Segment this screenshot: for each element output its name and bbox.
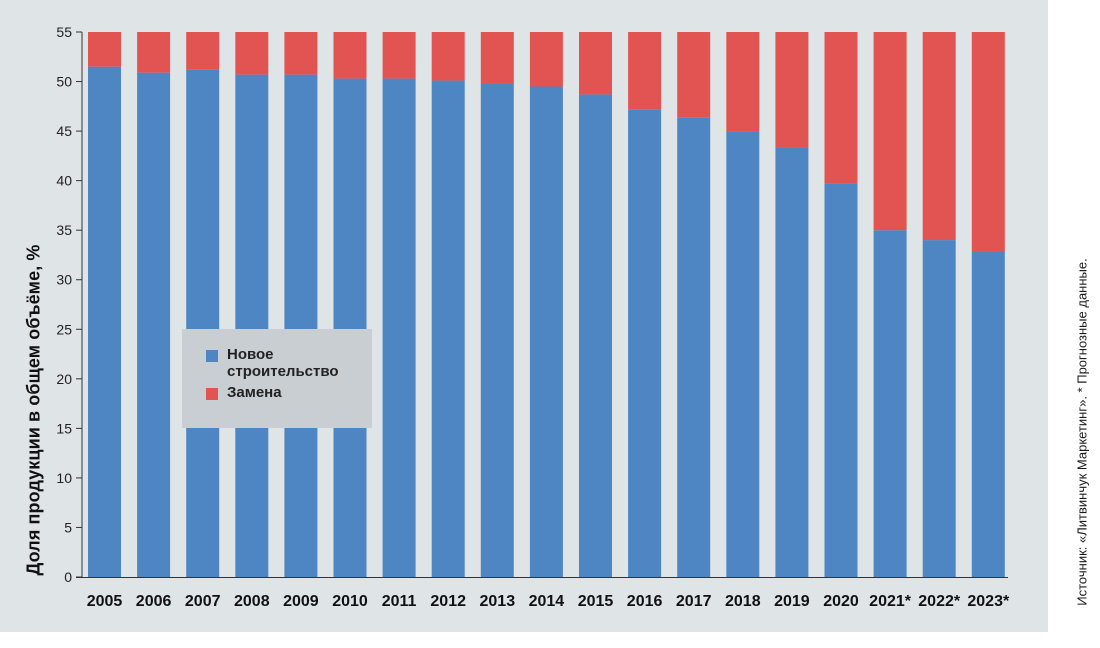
x-tick-label: 2021* xyxy=(869,593,912,610)
x-tick-label: 2007 xyxy=(185,593,221,610)
bar-new-construction xyxy=(824,183,858,578)
legend-swatch-replace xyxy=(206,388,218,400)
x-tick-label: 2009 xyxy=(283,593,319,610)
bar-replacement xyxy=(873,32,907,231)
bar-replacement xyxy=(579,32,612,95)
y-tick-label: 25 xyxy=(56,321,72,337)
y-tick-label: 0 xyxy=(64,569,72,585)
bar-new-construction xyxy=(431,80,465,578)
x-tick-label: 2008 xyxy=(234,593,270,610)
chart-panel xyxy=(0,0,1048,632)
bar-new-construction xyxy=(628,109,662,578)
x-tick-label: 2019 xyxy=(774,593,810,610)
x-tick-label: 2016 xyxy=(627,593,663,610)
legend-item-new: Новое строительство xyxy=(206,346,372,380)
bar-new-construction xyxy=(922,240,956,577)
bar-replacement xyxy=(284,32,318,75)
axes-group: 0 5 10 15 20 25 30 35 40 45 50 55 2005 2006 2007 2008 20… xyxy=(56,24,1010,610)
bar-new-construction xyxy=(529,86,563,577)
bars-group xyxy=(88,32,1005,578)
bar-new-construction xyxy=(284,74,318,577)
y-tick-label: 50 xyxy=(56,74,72,90)
y-tick-label: 30 xyxy=(56,272,72,288)
y-tick-label: 35 xyxy=(56,222,72,238)
bar-new-construction xyxy=(726,131,760,577)
x-tick-label: 2006 xyxy=(136,593,172,610)
bar-replacement xyxy=(186,32,220,70)
bar-replacement xyxy=(628,32,662,110)
y-tick-label: 40 xyxy=(56,173,72,189)
bar-new-construction xyxy=(186,69,220,578)
x-tick-label: 2012 xyxy=(430,593,466,610)
x-tick-label: 2020 xyxy=(823,593,859,610)
y-tick-label: 5 xyxy=(64,519,72,535)
x-tick-label: 2015 xyxy=(578,593,614,610)
bar-new-construction xyxy=(235,74,269,577)
bar-new-construction xyxy=(579,94,612,577)
y-tick-label: 45 xyxy=(56,123,72,139)
legend-item-replace: Замена xyxy=(206,384,372,401)
bar-new-construction xyxy=(775,147,809,577)
x-tick-label: 2013 xyxy=(480,593,516,610)
bar-replacement xyxy=(971,32,1005,252)
bar-new-construction xyxy=(333,78,367,577)
bar-replacement xyxy=(480,32,514,84)
bar-new-construction xyxy=(873,230,907,577)
stacked-bar-chart: 0 5 10 15 20 25 30 35 40 45 50 55 2005 2006 2007 2008 20… xyxy=(56,24,1010,610)
legend-label-replace: Замена xyxy=(227,384,282,401)
legend: Новое строительство Замена xyxy=(182,329,372,428)
x-tick-label: 2014 xyxy=(529,593,565,610)
bar-new-construction xyxy=(480,83,514,577)
bar-replacement xyxy=(677,32,711,118)
source-note: Источник: «Литвинчук Маркетинг». * Прогн… xyxy=(1074,258,1090,606)
x-tick-label: 2022* xyxy=(918,593,961,610)
x-tick-label: 2005 xyxy=(87,593,123,610)
y-tick-label: 15 xyxy=(56,420,72,436)
bar-replacement xyxy=(382,32,416,79)
bar-replacement xyxy=(431,32,465,81)
x-tick-label: 2010 xyxy=(332,593,368,610)
bar-replacement xyxy=(824,32,858,184)
bar-replacement xyxy=(235,32,269,75)
bar-replacement xyxy=(529,32,563,87)
legend-label-new: Новое строительство xyxy=(227,346,339,380)
bar-replacement xyxy=(922,32,956,241)
x-tick-label: 2018 xyxy=(725,593,761,610)
bar-new-construction xyxy=(677,117,711,577)
bar-new-construction xyxy=(137,72,171,578)
x-tick-label: 2011 xyxy=(382,593,417,610)
bar-new-construction xyxy=(971,251,1005,577)
bar-replacement xyxy=(137,32,171,73)
x-tick-label: 2023* xyxy=(967,593,1010,610)
y-tick-label: 55 xyxy=(56,24,72,40)
bar-replacement xyxy=(333,32,367,79)
legend-swatch-new xyxy=(206,350,218,362)
bar-new-construction xyxy=(382,78,416,577)
bar-replacement xyxy=(775,32,809,148)
x-tick-label: 2017 xyxy=(676,593,712,610)
y-tick-label: 10 xyxy=(56,470,72,486)
bar-replacement xyxy=(726,32,760,132)
bar-new-construction xyxy=(88,66,121,577)
bar-replacement xyxy=(88,32,121,67)
y-tick-label: 20 xyxy=(56,371,72,387)
